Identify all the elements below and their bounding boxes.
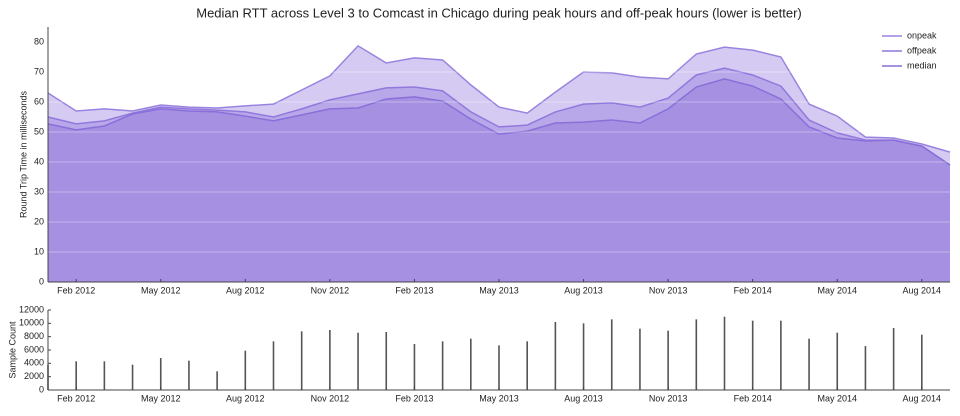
y-axis-label: Sample Count [7, 321, 17, 379]
bar [639, 328, 641, 390]
y-tick-label: 8000 [24, 331, 44, 341]
bar [864, 346, 867, 390]
x-tick-label: Feb 2014 [734, 393, 772, 403]
y-axis-label: Round Trip Time in milliseconds [18, 90, 28, 218]
bar [188, 360, 190, 390]
y-tick-label: 80 [34, 36, 44, 46]
y-tick-label: 30 [34, 186, 44, 196]
y-tick-label: 6000 [24, 344, 44, 354]
chart-title: Median RTT across Level 3 to Comcast in … [196, 5, 802, 20]
bar [695, 319, 698, 390]
x-tick-label: Nov 2012 [311, 285, 350, 295]
bar [329, 330, 331, 390]
bar [131, 364, 134, 390]
x-tick-label: Aug 2012 [226, 393, 265, 403]
bar [159, 358, 162, 390]
y-tick-label: 2000 [24, 371, 44, 381]
bar [470, 338, 472, 390]
bar [751, 320, 754, 390]
x-tick-label: Aug 2014 [903, 393, 942, 403]
y-tick-label: 50 [34, 126, 44, 136]
x-tick-label: Nov 2013 [649, 393, 688, 403]
bar [554, 322, 557, 390]
x-tick-label: Aug 2013 [564, 393, 603, 403]
bar [244, 350, 247, 390]
bar [582, 323, 585, 390]
y-tick-label: 20 [34, 216, 44, 226]
bar [272, 341, 275, 390]
bar [892, 328, 895, 390]
x-tick-label: Aug 2012 [226, 285, 265, 295]
bar [103, 361, 106, 390]
area [48, 78, 950, 283]
x-tick-label: May 2014 [817, 285, 857, 295]
x-tick-label: Feb 2014 [734, 285, 772, 295]
bar [357, 332, 359, 390]
line [47, 44, 951, 153]
bar [667, 330, 669, 390]
bar [216, 371, 218, 390]
bar [441, 341, 444, 390]
x-tick-label: Feb 2012 [57, 393, 95, 403]
bar [385, 332, 388, 390]
x-tick-label: Nov 2012 [311, 393, 350, 403]
x-tick-label: May 2012 [141, 393, 181, 403]
y-tick-label: 60 [34, 96, 44, 106]
bar [526, 341, 528, 390]
bar [75, 361, 77, 390]
x-tick-label: Aug 2014 [903, 285, 942, 295]
bar [610, 319, 613, 390]
y-tick-label: 4000 [24, 358, 44, 368]
x-tick-label: May 2014 [817, 393, 857, 403]
x-tick-label: May 2012 [141, 285, 181, 295]
bar [836, 332, 839, 390]
x-tick-label: May 2013 [479, 393, 519, 403]
bar [300, 331, 303, 390]
x-tick-label: Aug 2013 [564, 285, 603, 295]
y-tick-label: 40 [34, 156, 44, 166]
line [47, 67, 951, 166]
legend-label: median [907, 60, 937, 70]
y-tick-label: 0 [39, 384, 44, 394]
bar [413, 344, 416, 390]
y-tick-label: 12000 [19, 304, 44, 314]
x-tick-label: May 2013 [479, 285, 519, 295]
bar [723, 316, 726, 390]
bar [808, 338, 810, 390]
area [48, 45, 950, 283]
y-tick-label: 0 [39, 276, 44, 286]
bar [498, 345, 500, 390]
legend-label: offpeak [907, 45, 937, 55]
x-tick-label: Nov 2013 [649, 285, 688, 295]
legend-label: onpeak [907, 30, 937, 40]
line [47, 78, 951, 166]
x-tick-label: Feb 2013 [395, 285, 433, 295]
x-tick-label: Feb 2013 [395, 393, 433, 403]
x-tick-label: Feb 2012 [57, 285, 95, 295]
bar [780, 320, 782, 390]
y-tick-label: 70 [34, 66, 44, 76]
bar [921, 334, 923, 390]
y-tick-label: 10 [34, 246, 44, 256]
y-tick-label: 10000 [19, 318, 44, 328]
